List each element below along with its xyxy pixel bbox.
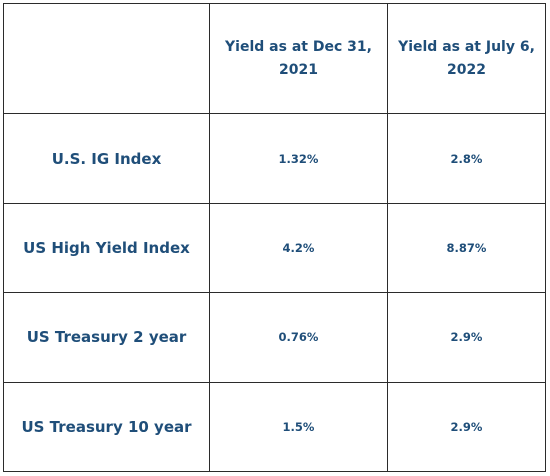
row-label: US Treasury 2 year [3,292,210,383]
table-row: US Treasury 10 year 1.5% 2.9% [3,381,546,473]
yield-comparison-table: Yield as at Dec 31, 2021 Yield as at Jul… [3,2,546,473]
cell-jul-2022: 2.9% [387,381,546,473]
header-cell-empty [3,2,210,115]
cell-dec-2021: 4.2% [209,202,388,294]
header-cell-dec-2021: Yield as at Dec 31, 2021 [209,2,388,115]
table-row: U.S. IG Index 1.32% 2.8% [3,113,546,204]
cell-dec-2021: 1.32% [209,113,388,204]
cell-jul-2022: 2.8% [387,113,546,204]
row-label: U.S. IG Index [3,113,210,204]
header-row: Yield as at Dec 31, 2021 Yield as at Jul… [3,2,546,115]
cell-jul-2022: 8.87% [387,202,546,294]
row-label: US High Yield Index [3,202,210,294]
row-label: US Treasury 10 year [3,381,210,473]
cell-dec-2021: 1.5% [209,381,388,473]
cell-dec-2021: 0.76% [209,292,388,383]
cell-jul-2022: 2.9% [387,292,546,383]
table-row: US High Yield Index 4.2% 8.87% [3,202,546,294]
table-row: US Treasury 2 year 0.76% 2.9% [3,292,546,383]
header-cell-jul-2022: Yield as at July 6, 2022 [387,2,546,115]
